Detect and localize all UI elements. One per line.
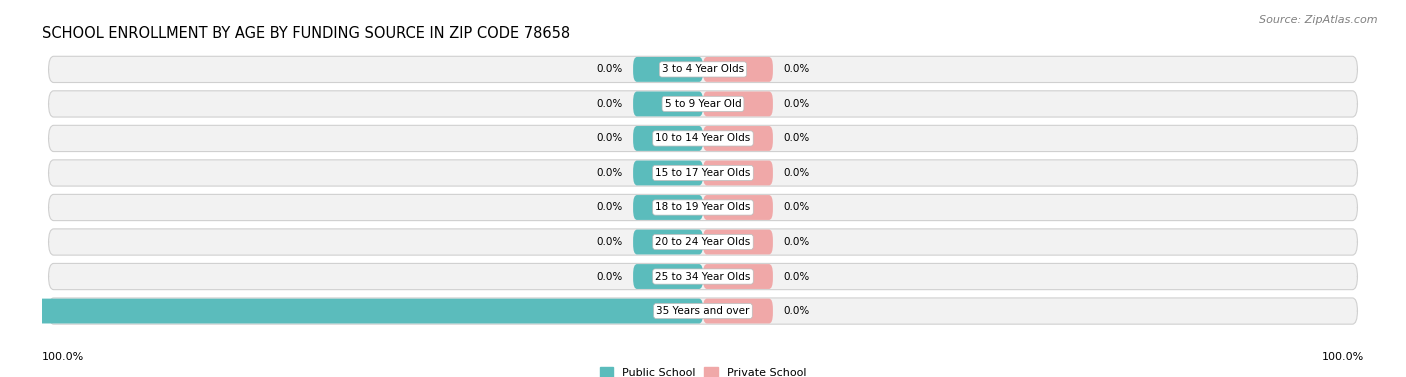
FancyBboxPatch shape xyxy=(49,160,1357,186)
Text: 0.0%: 0.0% xyxy=(783,306,810,316)
FancyBboxPatch shape xyxy=(703,230,773,254)
Text: Source: ZipAtlas.com: Source: ZipAtlas.com xyxy=(1260,15,1378,25)
FancyBboxPatch shape xyxy=(633,195,703,220)
Text: 18 to 19 Year Olds: 18 to 19 Year Olds xyxy=(655,202,751,213)
Text: 0.0%: 0.0% xyxy=(596,271,623,282)
FancyBboxPatch shape xyxy=(49,229,1357,255)
Text: 0.0%: 0.0% xyxy=(783,64,810,74)
FancyBboxPatch shape xyxy=(633,126,703,151)
Text: 0.0%: 0.0% xyxy=(783,202,810,213)
FancyBboxPatch shape xyxy=(49,195,1357,221)
FancyBboxPatch shape xyxy=(49,298,1357,324)
Text: 0.0%: 0.0% xyxy=(783,168,810,178)
Text: 0.0%: 0.0% xyxy=(596,168,623,178)
FancyBboxPatch shape xyxy=(703,264,773,289)
Text: 35 Years and over: 35 Years and over xyxy=(657,306,749,316)
FancyBboxPatch shape xyxy=(633,230,703,254)
Text: 5 to 9 Year Old: 5 to 9 Year Old xyxy=(665,99,741,109)
FancyBboxPatch shape xyxy=(633,92,703,116)
Text: SCHOOL ENROLLMENT BY AGE BY FUNDING SOURCE IN ZIP CODE 78658: SCHOOL ENROLLMENT BY AGE BY FUNDING SOUR… xyxy=(42,26,571,41)
FancyBboxPatch shape xyxy=(49,91,1357,117)
FancyBboxPatch shape xyxy=(49,264,1357,290)
FancyBboxPatch shape xyxy=(703,299,773,323)
FancyBboxPatch shape xyxy=(633,161,703,185)
Text: 0.0%: 0.0% xyxy=(783,133,810,143)
Text: 15 to 17 Year Olds: 15 to 17 Year Olds xyxy=(655,168,751,178)
Text: 3 to 4 Year Olds: 3 to 4 Year Olds xyxy=(662,64,744,74)
FancyBboxPatch shape xyxy=(703,57,773,82)
Text: 0.0%: 0.0% xyxy=(596,202,623,213)
Text: 25 to 34 Year Olds: 25 to 34 Year Olds xyxy=(655,271,751,282)
FancyBboxPatch shape xyxy=(703,161,773,185)
FancyBboxPatch shape xyxy=(703,126,773,151)
FancyBboxPatch shape xyxy=(633,264,703,289)
Text: 0.0%: 0.0% xyxy=(783,99,810,109)
Text: 20 to 24 Year Olds: 20 to 24 Year Olds xyxy=(655,237,751,247)
FancyBboxPatch shape xyxy=(49,125,1357,152)
FancyBboxPatch shape xyxy=(0,299,703,323)
Text: 10 to 14 Year Olds: 10 to 14 Year Olds xyxy=(655,133,751,143)
FancyBboxPatch shape xyxy=(633,57,703,82)
FancyBboxPatch shape xyxy=(703,92,773,116)
Text: 100.0%: 100.0% xyxy=(42,352,84,362)
FancyBboxPatch shape xyxy=(49,56,1357,83)
Text: 0.0%: 0.0% xyxy=(596,99,623,109)
Text: 100.0%: 100.0% xyxy=(1322,352,1364,362)
Text: 0.0%: 0.0% xyxy=(596,237,623,247)
Text: 0.0%: 0.0% xyxy=(783,271,810,282)
FancyBboxPatch shape xyxy=(703,195,773,220)
Legend: Public School, Private School: Public School, Private School xyxy=(600,367,806,377)
Text: 0.0%: 0.0% xyxy=(783,237,810,247)
Text: 0.0%: 0.0% xyxy=(596,64,623,74)
Text: 0.0%: 0.0% xyxy=(596,133,623,143)
